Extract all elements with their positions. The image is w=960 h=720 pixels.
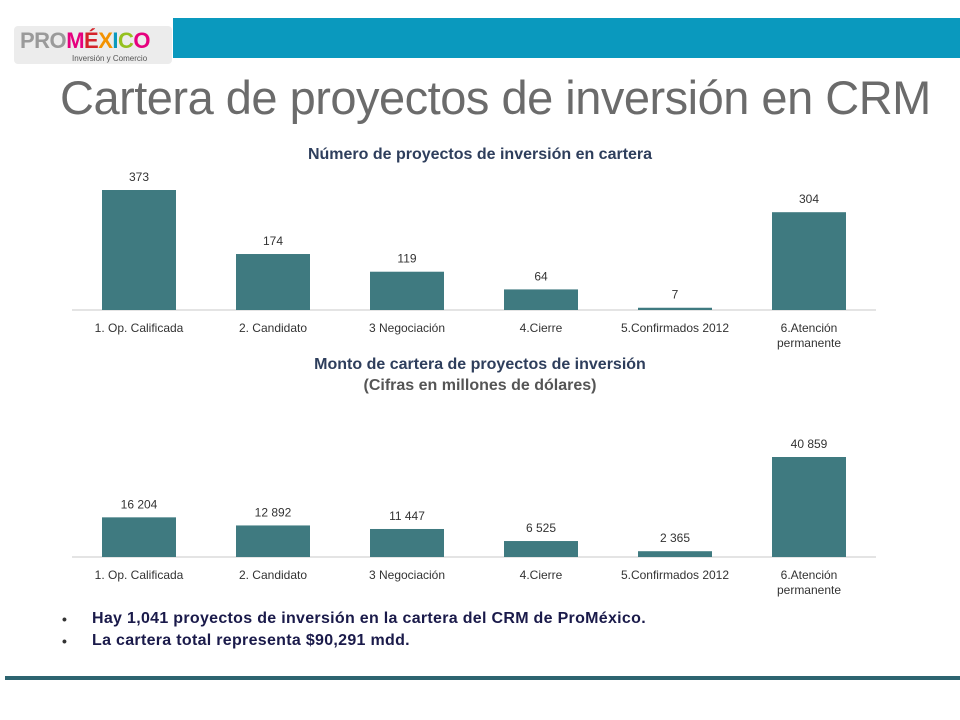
logo-plaque: [14, 26, 172, 64]
chart2-subtitle: (Cifras en millones de dólares): [363, 377, 597, 394]
category-label: 3 Negociación: [369, 568, 445, 582]
data-label: 64: [534, 269, 548, 283]
category-label: 4.Cierre: [520, 568, 563, 582]
category-label: 6.Atención: [781, 321, 838, 335]
logo-letter: I: [112, 28, 119, 53]
logo-subtitle: Inversión y Comercio: [72, 54, 148, 63]
bullet-item: La cartera total representa $90,291 mdd.: [62, 630, 646, 652]
category-label: permanente: [777, 336, 841, 350]
logo-pro-text: PRO: [20, 28, 67, 53]
promexico-logo[interactable]: PROMÉXICO Inversión y Comercio: [14, 26, 172, 66]
logo-letter: C: [118, 28, 134, 53]
bar: [772, 457, 846, 557]
top-banner: PROMÉXICO Inversión y Comercio: [0, 0, 960, 64]
bar: [102, 517, 176, 557]
category-label: 5.Confirmados 2012: [621, 568, 729, 582]
bar: [638, 551, 712, 557]
data-label: 16 204: [121, 497, 158, 511]
bar: [638, 307, 712, 310]
logo-letter: É: [84, 28, 99, 53]
data-label: 373: [129, 170, 149, 184]
category-label: 4.Cierre: [520, 321, 563, 335]
data-label: 40 859: [791, 437, 828, 451]
category-label: 1. Op. Calificada: [95, 321, 184, 335]
bar: [370, 528, 444, 557]
bottom-divider: [5, 676, 960, 680]
summary-bullets: Hay 1,041 proyectos de inversión en la c…: [62, 608, 646, 652]
bar: [504, 541, 578, 557]
category-label: permanente: [777, 583, 841, 597]
category-label: 1. Op. Calificada: [95, 568, 184, 582]
data-label: 304: [799, 192, 819, 206]
logo-wordmark: PROMÉXICO: [20, 28, 151, 54]
chart-portfolio-amount: 16 204 1. Op. Calificada 12 892 2. Candidat…: [72, 437, 876, 597]
chart1-title: Número de proyectos de inversión en cart…: [307, 146, 653, 163]
category-label: 6.Atención: [781, 568, 838, 582]
bar: [772, 212, 846, 310]
chart-projects-count: 373 1. Op. Calificada 174 2. Candidato 119 3 …: [72, 170, 876, 350]
data-label: 12 892: [255, 505, 292, 519]
category-label: 3 Negociación: [369, 321, 445, 335]
data-label: 7: [672, 288, 679, 302]
bar: [504, 289, 578, 310]
data-label: 174: [263, 234, 283, 248]
page-title: Cartera de proyectos de inversión en CRM: [60, 71, 931, 124]
logo-letter: O: [133, 28, 151, 53]
bar: [236, 254, 310, 310]
logo-letter: M: [66, 28, 85, 53]
logo-letter: X: [98, 28, 113, 53]
bullet-item: Hay 1,041 proyectos de inversión en la c…: [62, 608, 646, 630]
logo-area: PROMÉXICO Inversión y Comercio: [0, 18, 173, 64]
category-label: 2. Candidato: [239, 568, 307, 582]
data-label: 11 447: [389, 509, 425, 523]
chart2-title: Monto de cartera de proyectos de inversi…: [314, 356, 646, 373]
data-label: 2 365: [660, 531, 690, 545]
category-label: 5.Confirmados 2012: [621, 321, 729, 335]
bar: [236, 525, 310, 557]
header-accent-bar: [173, 18, 960, 58]
bar: [102, 190, 176, 310]
logo-mexico-text: MÉXICO: [66, 28, 150, 53]
category-label: 2. Candidato: [239, 321, 307, 335]
data-label: 119: [397, 252, 416, 266]
data-label: 6 525: [526, 521, 556, 535]
bar: [370, 271, 444, 310]
